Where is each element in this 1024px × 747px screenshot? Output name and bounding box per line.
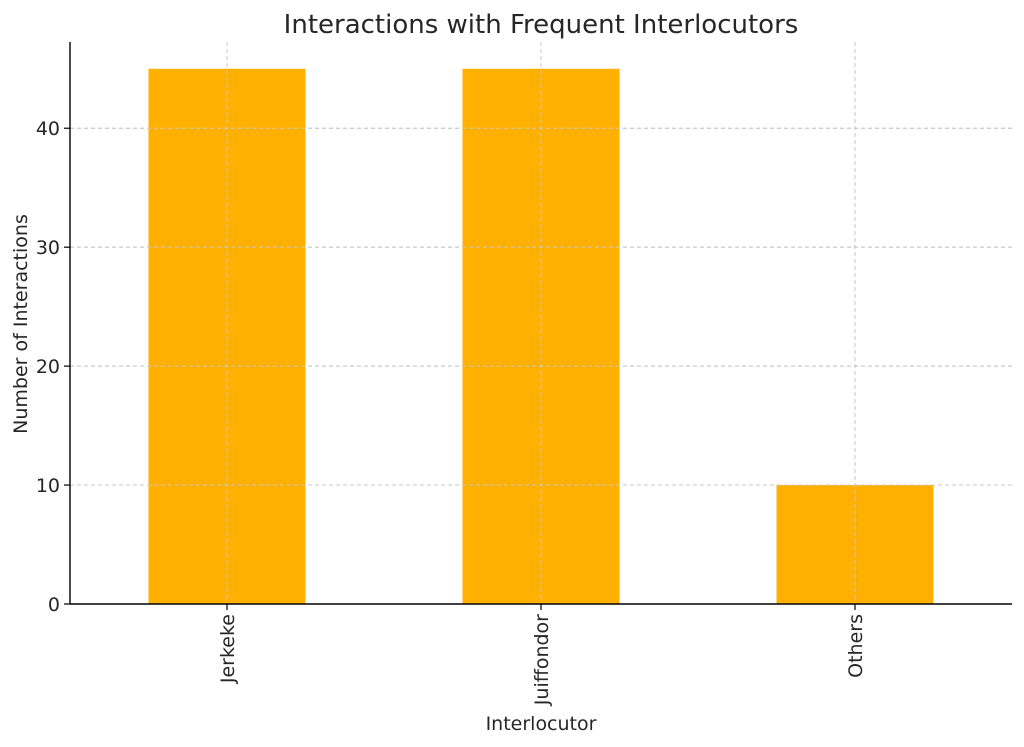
x-tick-label: Others bbox=[845, 614, 867, 678]
y-axis-label: Number of Interactions bbox=[10, 214, 32, 434]
y-tick-label: 10 bbox=[36, 475, 60, 497]
x-tick-label: Juiffondor bbox=[531, 614, 553, 706]
x-tick-label: Jerkeke bbox=[217, 614, 239, 684]
axes: 0 10 20 30 40 Jerkeke Juiffondor Others bbox=[36, 42, 1012, 706]
y-tick-label: 30 bbox=[36, 237, 60, 259]
bar-others bbox=[776, 485, 934, 604]
grid-lines-overlay bbox=[70, 42, 1012, 604]
y-tick-label: 20 bbox=[36, 356, 60, 378]
chart-title: Interactions with Frequent Interlocutors bbox=[284, 10, 799, 40]
y-tick-label: 40 bbox=[36, 118, 60, 140]
x-axis-label: Interlocutor bbox=[486, 713, 597, 735]
y-tick-label: 0 bbox=[48, 594, 60, 616]
